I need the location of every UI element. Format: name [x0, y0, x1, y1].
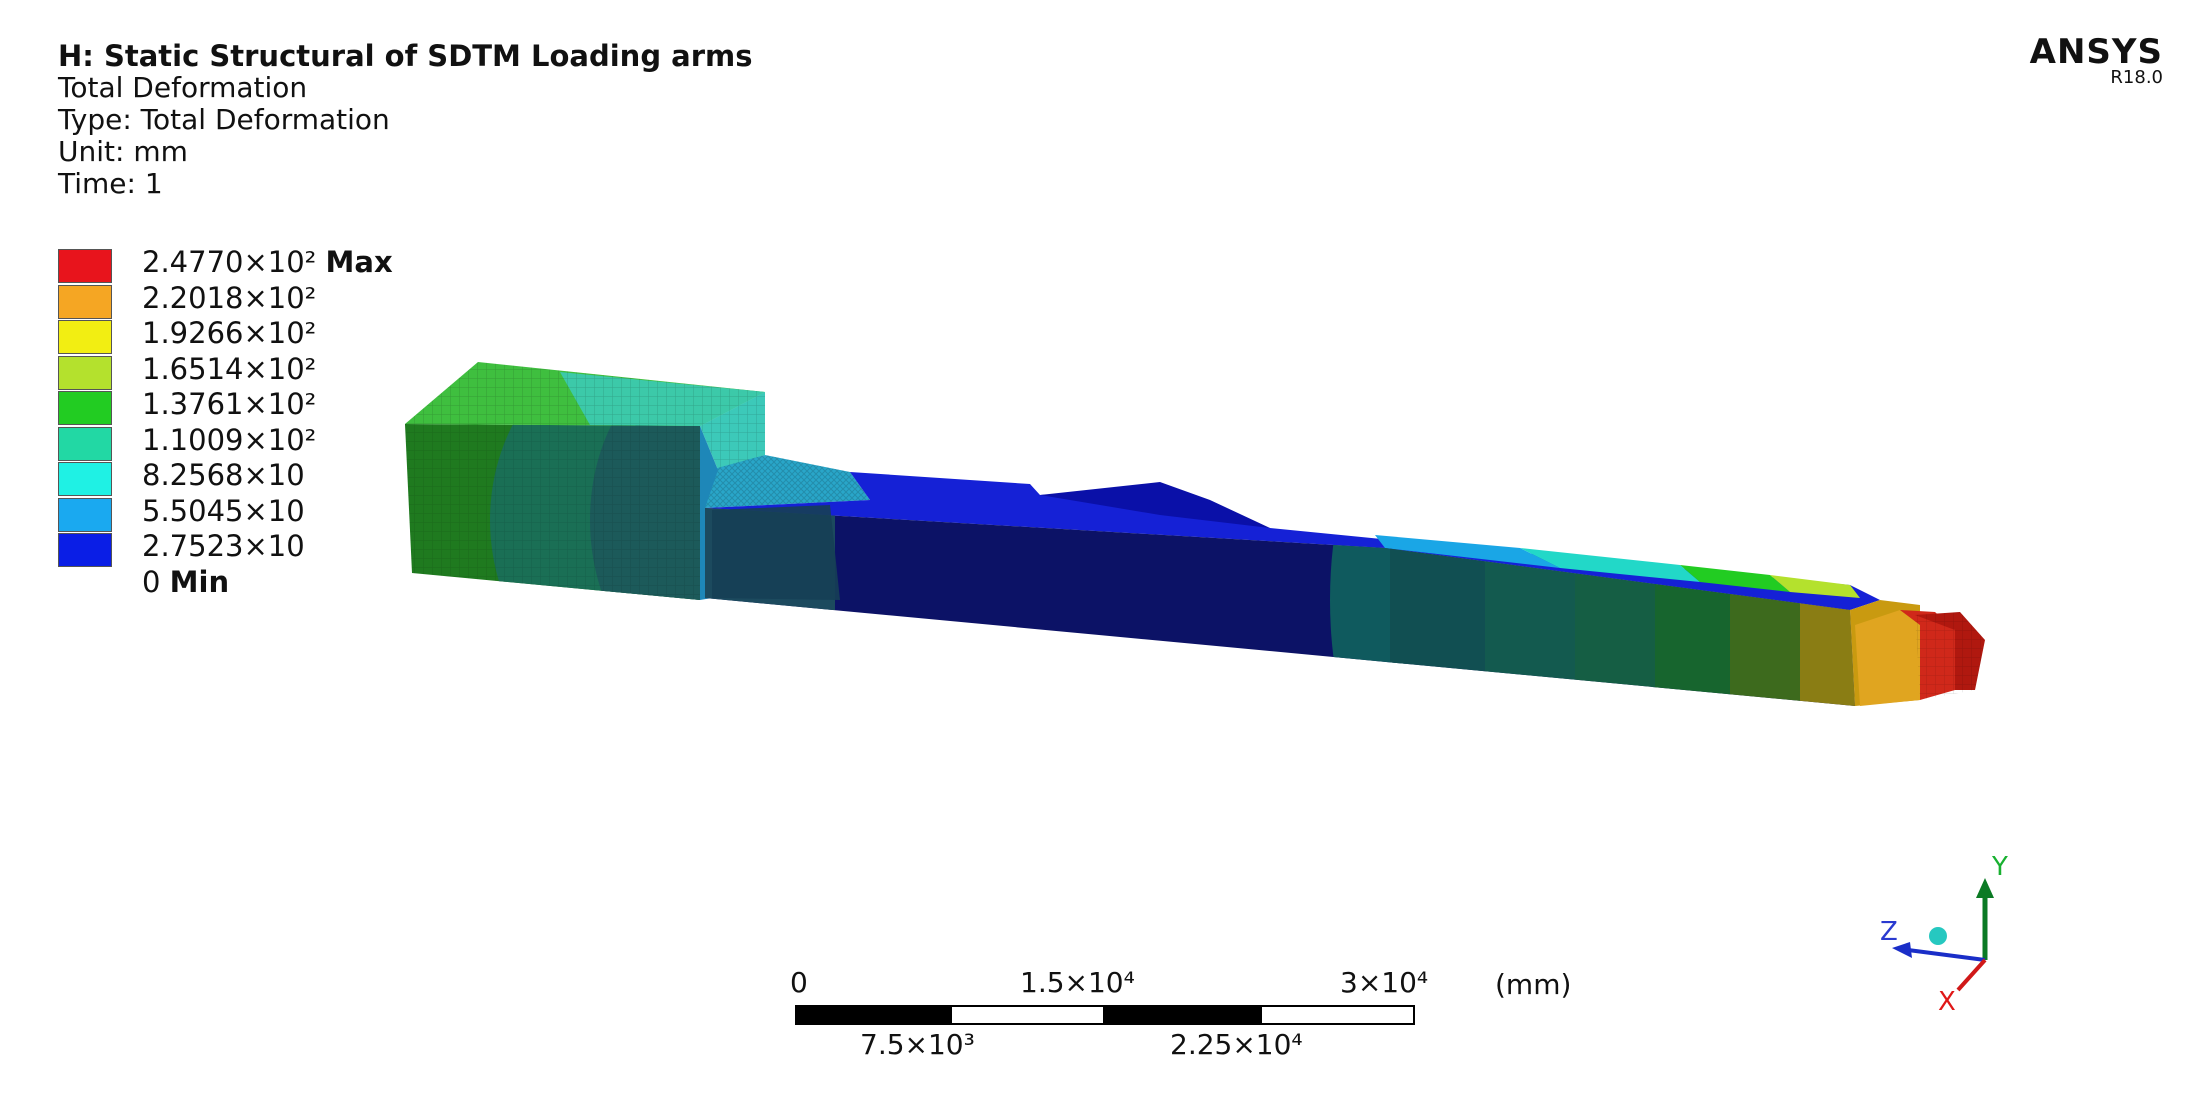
triad-origin-icon — [1929, 927, 1947, 945]
legend-swatch — [58, 533, 112, 567]
scale-segment-white — [950, 1005, 1105, 1025]
legend-label[interactable]: 2.2018×10² — [142, 280, 317, 315]
scale-label: 2.25×10⁴ — [1170, 1028, 1303, 1061]
legend-label[interactable]: 1.6514×10² — [142, 351, 317, 386]
result-name: Total Deformation — [58, 71, 308, 104]
legend-label[interactable]: 8.2568×10 — [142, 458, 305, 492]
transition-section — [700, 426, 870, 600]
legend-max-tag: Max — [325, 245, 393, 279]
triad-x-axis — [1956, 958, 1987, 992]
legend-swatch — [58, 497, 112, 532]
scale-unit: (mm) — [1495, 968, 1572, 1001]
legend-min-tag: Min — [169, 564, 230, 599]
legend-label[interactable]: 1.1009×10² — [142, 422, 317, 457]
legend-label[interactable]: 1.3761×10² — [142, 387, 317, 421]
left-block — [405, 362, 765, 600]
scale-label: 0 — [790, 966, 808, 999]
ansys-logo: ANSYS R18.0 — [2029, 32, 2163, 88]
legend-label[interactable]: 2.7523×10 — [142, 529, 305, 563]
z-arrow-icon — [1892, 942, 1912, 958]
analysis-title: H: Static Structural of SDTM Loading arm… — [58, 39, 753, 73]
scale-label: 7.5×10³ — [860, 1028, 975, 1061]
triad-z-label: Z — [1880, 917, 1898, 947]
legend-swatch — [58, 355, 112, 390]
legend-swatch — [58, 320, 112, 354]
result-time: Time: 1 — [58, 167, 163, 200]
triad-x-label: X — [1938, 987, 1956, 1017]
scale-segment-black — [1105, 1005, 1260, 1025]
triad-z-axis — [1907, 948, 1986, 962]
scale-label: 1.5×10⁴ — [1020, 966, 1135, 999]
result-header: H: Static Structural of SDTM Loading arm… — [58, 40, 753, 200]
legend-swatch — [58, 284, 112, 319]
result-type: Type: Total Deformation — [58, 103, 390, 136]
triad-y-label: Y — [1991, 852, 2008, 882]
main-beam — [705, 472, 1880, 706]
scale-label: 3×10⁴ — [1340, 966, 1429, 999]
y-arrow-icon — [1976, 878, 1994, 898]
legend-swatch — [58, 249, 112, 283]
legend-label[interactable]: 1.9266×10² — [142, 316, 317, 350]
legend-swatch — [58, 391, 112, 425]
scale-bar: 0 1.5×10⁴ 3×10⁴ (mm) 7.5×10³ 2.25×10⁴ — [790, 966, 1571, 1080]
result-unit: Unit: mm — [58, 135, 188, 168]
brand-name: ANSYS — [2029, 32, 2163, 72]
scale-segment-white — [1260, 1005, 1415, 1025]
legend-swatch — [58, 426, 112, 461]
legend-label[interactable]: 5.5045×10 — [142, 493, 305, 528]
tip-end — [1850, 600, 1985, 706]
scale-segment-black — [795, 1005, 950, 1025]
coordinate-triad[interactable]: Y Z X — [1820, 840, 2020, 1020]
legend-swatch — [58, 462, 112, 496]
legend-label[interactable]: 0 Min — [142, 564, 230, 599]
brand-version: R18.0 — [2110, 67, 2163, 88]
legend-label[interactable]: 2.4770×10² Max — [142, 245, 393, 279]
